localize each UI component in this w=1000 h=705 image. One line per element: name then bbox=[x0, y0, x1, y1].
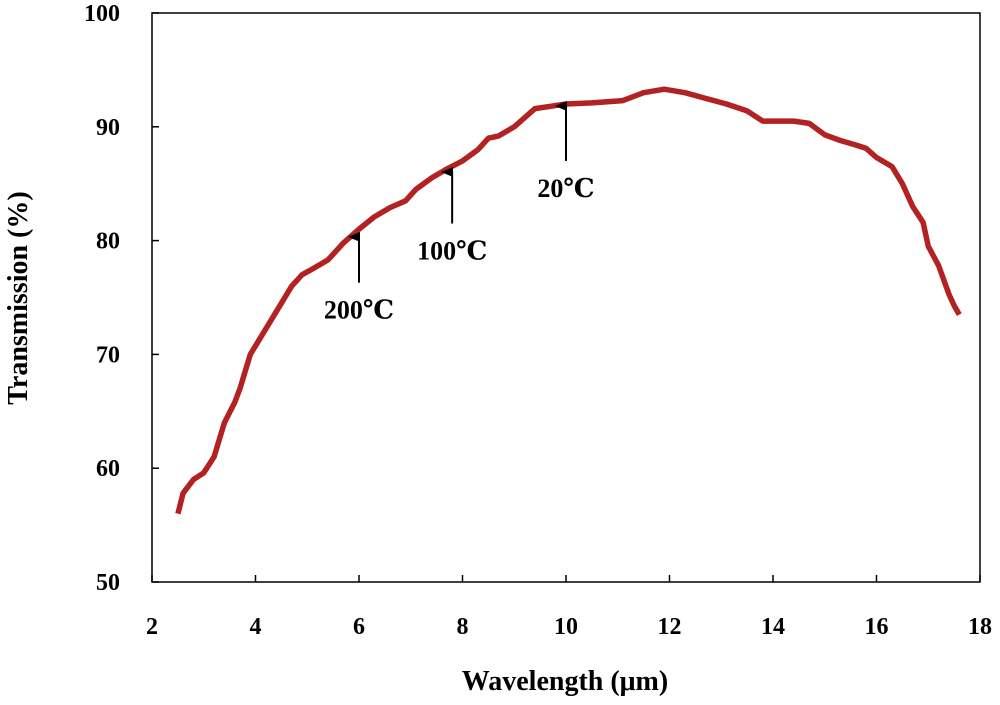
y-axis-title: Transmission (%) bbox=[3, 191, 34, 404]
y-tick-label: 70 bbox=[96, 342, 120, 368]
plot-area-frame bbox=[151, 12, 981, 583]
y-tick-label: 80 bbox=[96, 229, 120, 255]
annotation-label: 200℃ bbox=[324, 296, 394, 325]
y-tick-label: 60 bbox=[96, 456, 120, 482]
x-tick-label: 16 bbox=[865, 614, 889, 640]
x-tick-label: 2 bbox=[146, 614, 158, 640]
annotation-label: 100℃ bbox=[417, 237, 487, 266]
x-tick-label: 18 bbox=[968, 614, 992, 640]
x-tick-label: 8 bbox=[457, 614, 469, 640]
x-tick-label: 6 bbox=[353, 614, 365, 640]
y-tick-label: 100 bbox=[84, 1, 120, 27]
x-tick-label: 10 bbox=[554, 614, 578, 640]
annotation-label: 20℃ bbox=[537, 174, 594, 203]
y-tick-label: 90 bbox=[96, 115, 120, 141]
x-tick-label: 14 bbox=[761, 614, 785, 640]
x-tick-label: 4 bbox=[250, 614, 262, 640]
x-tick-label: 12 bbox=[658, 614, 682, 640]
series-line-transmission bbox=[175, 86, 962, 515]
x-axis-title: Wavelength (μm) bbox=[462, 666, 668, 697]
y-tick-label: 50 bbox=[96, 570, 120, 596]
